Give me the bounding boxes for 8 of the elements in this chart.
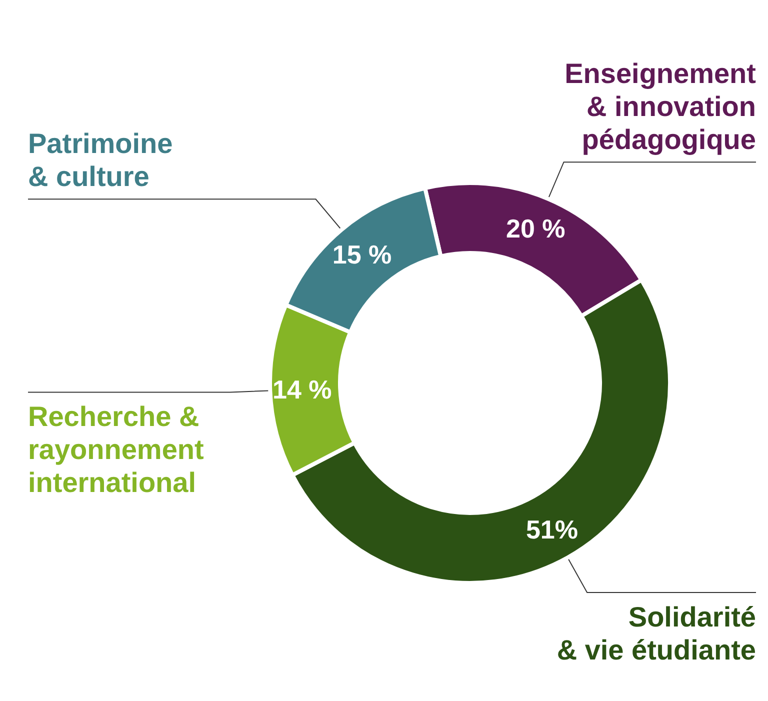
data-label: 14 %: [272, 374, 332, 404]
slice-label: Enseignement & innovation pédagogique: [564, 58, 756, 156]
data-label: 15 %: [332, 239, 392, 270]
slice-label: Patrimoine & culture: [28, 128, 173, 192]
slice-label: Solidarité & vie étudiante: [556, 602, 756, 666]
data-label: 20 %: [506, 213, 566, 244]
slice-label: Recherche & rayonnement international: [28, 401, 204, 498]
data-label: 51%: [526, 514, 578, 545]
